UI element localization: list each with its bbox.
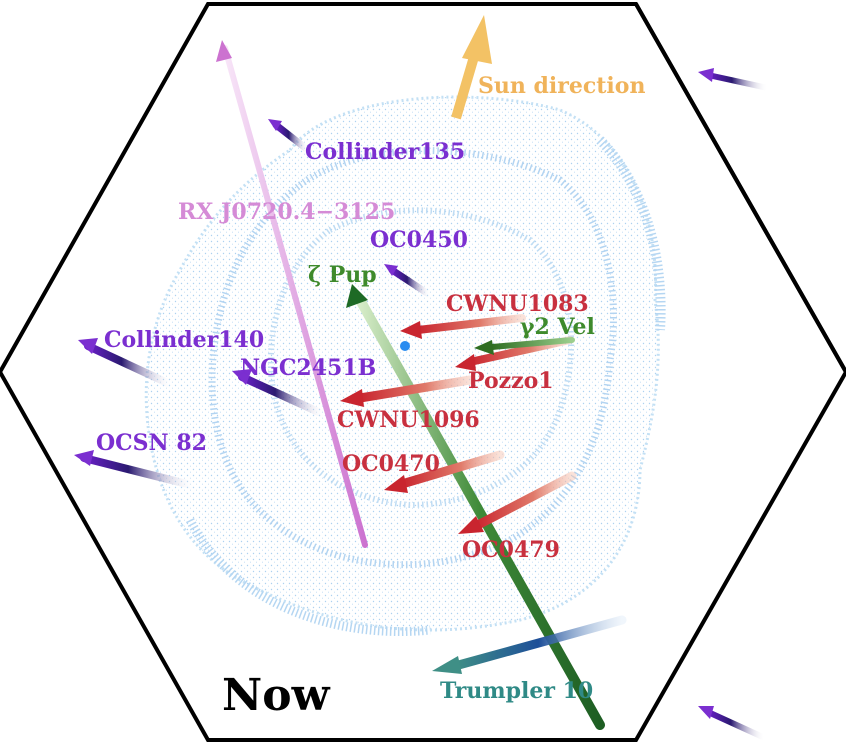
offscreen-cluster-arrow-bottom [705, 709, 768, 741]
rx-j0720-trajectory [222, 45, 368, 548]
bubble-shell [144, 95, 666, 636]
ocsn82-arrowhead [74, 450, 94, 466]
collinder135-arrow [272, 121, 312, 154]
collinder140-arrowhead [78, 338, 98, 354]
ngc2451b-arrowhead [232, 369, 252, 385]
offscreen-cluster-arrowhead-bottom [698, 706, 714, 719]
cwnu1083-arrowhead [400, 321, 422, 339]
trumpler10-label: Trumpler 10 [440, 678, 593, 704]
ngc2451b-arrow [238, 373, 329, 419]
neighbor-hexagon-edge [634, 3, 846, 373]
collinder140-label: Collinder140 [104, 327, 264, 353]
rx-j0720-arrowhead [216, 40, 232, 62]
sun-direction-shaft [451, 48, 481, 120]
offscreen-cluster-arrowhead-top [698, 68, 714, 82]
zeta-pup-arrowhead [346, 284, 368, 308]
pozzo1-label: Pozzo1 [468, 368, 554, 394]
trumpler10-arrowhead [432, 656, 462, 674]
cwnu1083-arrow [414, 314, 526, 334]
oc0470-arrowhead [384, 475, 408, 493]
oc0479-label: OC0479 [462, 537, 560, 563]
rx-j0720-label: RX J0720.4−3125 [178, 199, 395, 225]
ngc2451b-label: NGC2451B [240, 355, 376, 381]
cwnu1096-arrow [355, 375, 475, 403]
sun-direction-arrowhead [462, 15, 492, 64]
oc0450-label: OC0450 [370, 227, 468, 253]
ocsn82-arrow [80, 454, 199, 490]
collinder135-arrowhead [268, 119, 282, 131]
sun-direction-label: Sun direction [478, 73, 645, 99]
oc0450-arrowhead [384, 264, 398, 276]
sun-position-dot [400, 341, 410, 351]
oc0479-arrow [471, 471, 577, 531]
gamma2-vel-arrowhead [474, 340, 494, 355]
collinder135-label: Collinder135 [305, 139, 465, 165]
cwnu1096-arrowhead [340, 389, 364, 407]
gamma2-vel-label: γ2 Vel [520, 314, 595, 340]
zeta-pup-label: ζ Pup [308, 262, 377, 288]
ocsn82-label: OCSN 82 [96, 430, 207, 456]
collinder140-arrow [84, 342, 176, 389]
purple-cluster-arrows [74, 68, 771, 741]
cwnu1096-label: CWNU1096 [337, 407, 480, 433]
gamma2-vel-arrow [489, 337, 575, 350]
offscreen-cluster-arrow-top [705, 72, 771, 91]
pozzo1-arrowhead [455, 354, 476, 371]
oc0479-arrowhead [458, 516, 484, 534]
cwnu1083-label: CWNU1083 [446, 291, 589, 317]
oc0470-label: OC0470 [342, 451, 440, 477]
panel-label: Now [222, 670, 331, 721]
zeta-pup-trajectory [355, 295, 605, 730]
trumpler10-arrow [450, 615, 627, 671]
oc0450-arrow [388, 266, 434, 299]
oc0470-arrow [397, 450, 505, 489]
